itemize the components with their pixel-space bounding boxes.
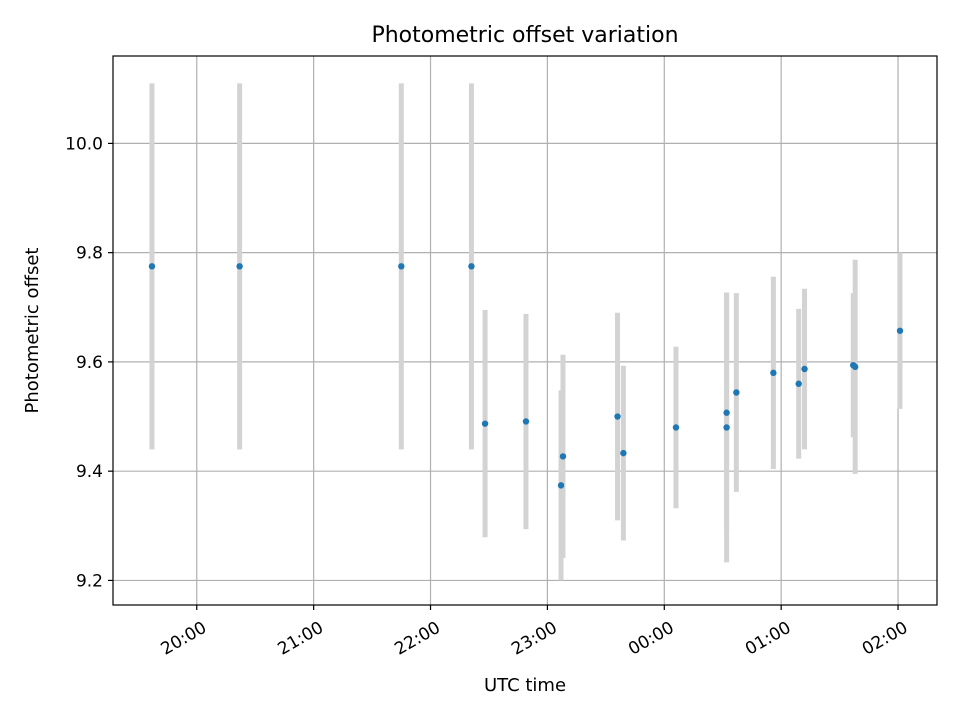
y-axis-title: Photometric offset [22,248,43,414]
x-tick-label: 20:00 [158,618,210,660]
data-point [559,453,567,460]
data-point [723,409,730,416]
data-point [801,365,808,373]
y-tick-label: 9.8 [76,244,103,264]
x-axis-title: UTC time [484,675,566,696]
data-point [795,380,802,387]
data-point [398,263,405,270]
y-tick-label: 9.2 [76,571,103,591]
data-point [723,424,730,431]
chart-title: Photometric offset variation [371,23,678,48]
y-tick-label: 10.0 [65,134,103,154]
data-point [614,413,621,420]
data-point [522,418,530,425]
error-bars [149,83,903,581]
data-points [148,263,904,489]
plot-frame [112,55,938,606]
x-tick-label: 22:00 [391,618,443,660]
x-tick-label: 02:00 [859,618,911,660]
data-point [733,389,740,396]
data-point [672,424,680,431]
data-point [557,482,565,489]
data-point [851,363,859,371]
x-tick-label: 23:00 [508,618,560,660]
x-tick-label: 21:00 [275,618,327,660]
x-tick-label: 01:00 [742,618,794,660]
data-point [620,449,627,457]
y-tick-label: 9.4 [76,462,103,482]
data-point [468,263,475,270]
data-point [481,420,489,427]
data-point [896,327,904,334]
data-point [770,369,777,377]
y-tick-label: 9.6 [76,353,103,373]
data-point [236,263,243,270]
data-point [148,263,156,270]
x-tick-label: 00:00 [625,618,677,660]
